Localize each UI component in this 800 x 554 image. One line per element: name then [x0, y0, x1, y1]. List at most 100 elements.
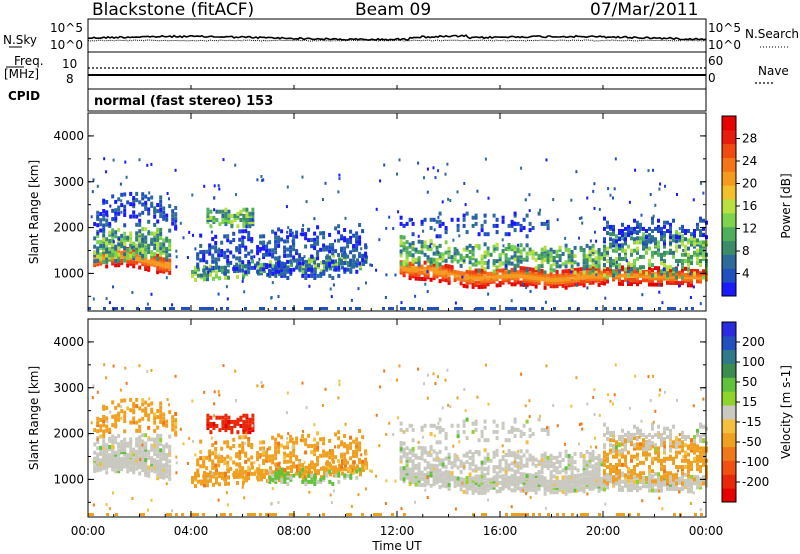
velocity-cell	[111, 440, 115, 445]
velocity-cell	[462, 453, 466, 458]
velocity-cell	[468, 480, 472, 485]
power-cell	[594, 276, 598, 281]
power-cell	[358, 261, 362, 266]
power-cell	[546, 219, 550, 224]
velocity-cell	[337, 473, 341, 478]
power-cell	[343, 269, 347, 274]
power-cell	[120, 261, 124, 266]
power-cell	[435, 270, 439, 275]
power-speckle	[458, 234, 461, 238]
velocity-cell	[162, 422, 166, 427]
velocity-cell	[171, 415, 175, 420]
velocity-cell	[150, 437, 154, 442]
velocity-cell	[135, 428, 139, 433]
velocity-cell	[642, 484, 645, 489]
velocity-cell	[262, 458, 266, 463]
velocity-cell	[459, 469, 463, 474]
power-cell	[230, 220, 234, 224]
velocity-cell	[447, 452, 451, 457]
power-cell	[630, 282, 633, 287]
power-cell	[96, 214, 100, 219]
power-cell	[162, 210, 166, 215]
velocity-cell	[296, 464, 299, 469]
power-cell	[346, 240, 350, 245]
power-speckle	[437, 169, 439, 173]
power-cell	[642, 278, 645, 283]
velocity-cell	[495, 477, 499, 481]
power-cell	[145, 307, 148, 310]
power-cell	[585, 254, 589, 259]
power-cell	[227, 275, 230, 280]
power-cell	[322, 260, 326, 264]
velocity-cell	[153, 452, 157, 457]
power-cell	[168, 264, 172, 269]
velocity-cell	[483, 456, 487, 461]
velocity-cell	[320, 466, 323, 471]
power-cell	[114, 244, 118, 249]
power-speckle	[589, 239, 592, 243]
velocity-cell	[308, 465, 311, 470]
velocity-cell	[408, 450, 412, 455]
power-cell	[630, 271, 633, 276]
power-cell	[582, 283, 586, 288]
power-cell	[504, 278, 508, 283]
power-cell	[150, 231, 154, 236]
velocity-cell	[220, 446, 224, 451]
power-cell	[172, 307, 175, 310]
power-cell	[681, 242, 684, 247]
power-cell	[105, 218, 109, 223]
power-cell	[218, 222, 222, 227]
velocity-cell	[543, 476, 547, 481]
power-cell	[627, 229, 630, 233]
power-cell	[194, 269, 197, 274]
power-cell	[645, 235, 648, 240]
velocity-cell	[159, 466, 163, 471]
velocity-cell	[144, 473, 148, 477]
velocity-cell	[144, 400, 148, 405]
power-cell	[209, 215, 213, 220]
power-speckle	[146, 302, 149, 306]
power-cell	[534, 266, 538, 271]
velocity-cell	[465, 490, 469, 495]
velocity-cell	[405, 446, 409, 451]
power-cell	[492, 259, 496, 264]
velocity-cell	[504, 465, 508, 470]
velocity-cell	[153, 445, 157, 450]
velocity-cell	[230, 430, 234, 435]
velocity-cell	[630, 458, 633, 463]
velocity-cell	[344, 463, 347, 467]
velocity-cell	[308, 463, 311, 468]
power-cell	[639, 224, 642, 229]
velocity-cell	[286, 453, 290, 458]
power-cell	[540, 260, 544, 264]
power-cell	[262, 267, 266, 272]
velocity-cell	[235, 468, 239, 473]
velocity-cell	[648, 465, 651, 469]
power-cell	[474, 280, 478, 285]
power-speckle	[218, 247, 221, 251]
power-cell	[250, 249, 254, 254]
velocity-cell	[696, 456, 699, 461]
velocity-cell	[543, 487, 547, 492]
power-cell	[582, 248, 586, 252]
power-cell	[358, 251, 362, 256]
power-cell	[341, 253, 344, 258]
velocity-cell	[310, 460, 314, 465]
power-cell	[456, 217, 460, 222]
power-speckle	[259, 249, 262, 253]
velocity-cell	[349, 468, 353, 473]
velocity-cell	[194, 475, 197, 480]
velocity-cell	[630, 454, 633, 459]
velocity-cell	[247, 476, 251, 481]
velocity-cell	[241, 466, 245, 471]
power-cell	[657, 276, 660, 281]
power-cell	[274, 239, 278, 244]
velocity-cell	[230, 428, 234, 433]
power-cell	[162, 206, 166, 211]
power-speckle	[575, 170, 578, 174]
velocity-cell	[594, 456, 598, 461]
power-cell	[543, 281, 547, 286]
velocity-cell	[423, 483, 427, 488]
power-cell	[633, 273, 636, 278]
velocity-cell	[636, 462, 639, 467]
